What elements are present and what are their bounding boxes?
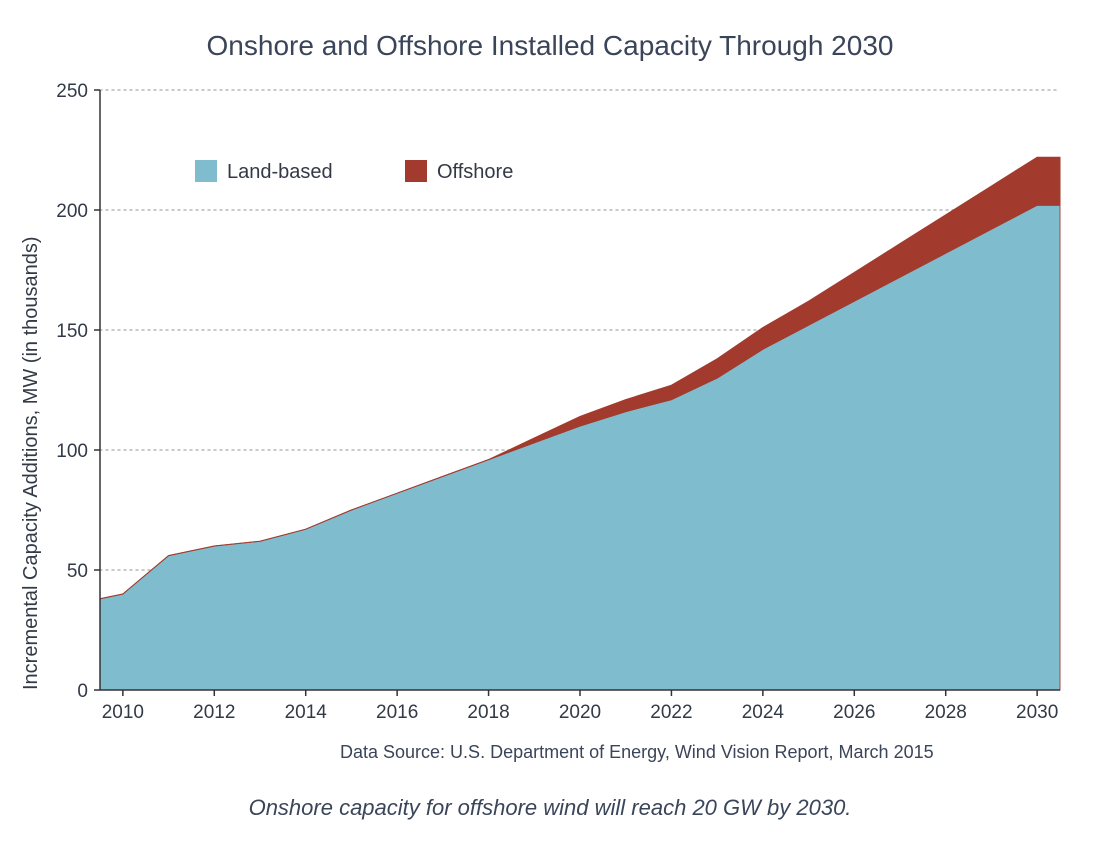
chart-caption: Onshore capacity for offshore wind will …	[0, 795, 1100, 821]
x-tick-label: 2020	[559, 702, 601, 723]
legend-label-offshore: Offshore	[437, 161, 513, 183]
y-tick-label: 250	[56, 81, 88, 102]
y-tick-label: 150	[56, 321, 88, 342]
legend-label-land-based: Land-based	[227, 161, 333, 183]
y-axis-label: Incremental Capacity Additions, MW (in t…	[20, 236, 43, 690]
y-tick-label: 200	[56, 201, 88, 222]
y-tick-label: 0	[77, 681, 88, 702]
x-tick-label: 2018	[467, 702, 509, 723]
chart-title: Onshore and Offshore Installed Capacity …	[0, 30, 1100, 62]
area-series-land-based	[100, 205, 1060, 690]
x-tick-label: 2026	[833, 702, 875, 723]
x-tick-label: 2012	[193, 702, 235, 723]
area-chart-svg: 0 50 100 150 200 250 2010 2012 2014 2016 2018 2020 2…	[0, 0, 1100, 850]
data-source-note: Data Source: U.S. Department of Energy, …	[340, 742, 934, 763]
x-tick-label: 2024	[742, 702, 785, 723]
legend-swatch-offshore	[405, 160, 427, 182]
chart-container: 0 50 100 150 200 250 2010 2012 2014 2016 2018 2020 2…	[0, 0, 1100, 850]
x-tick-label: 2014	[285, 702, 328, 723]
x-tick-label: 2010	[102, 702, 144, 723]
x-tick-label: 2030	[1016, 702, 1058, 723]
x-tick-label: 2028	[925, 702, 967, 723]
y-tick-label: 100	[56, 441, 88, 462]
legend-swatch-land-based	[195, 160, 217, 182]
y-tick-label: 50	[67, 561, 88, 582]
x-tick-label: 2022	[650, 702, 692, 723]
x-tick-label: 2016	[376, 702, 418, 723]
